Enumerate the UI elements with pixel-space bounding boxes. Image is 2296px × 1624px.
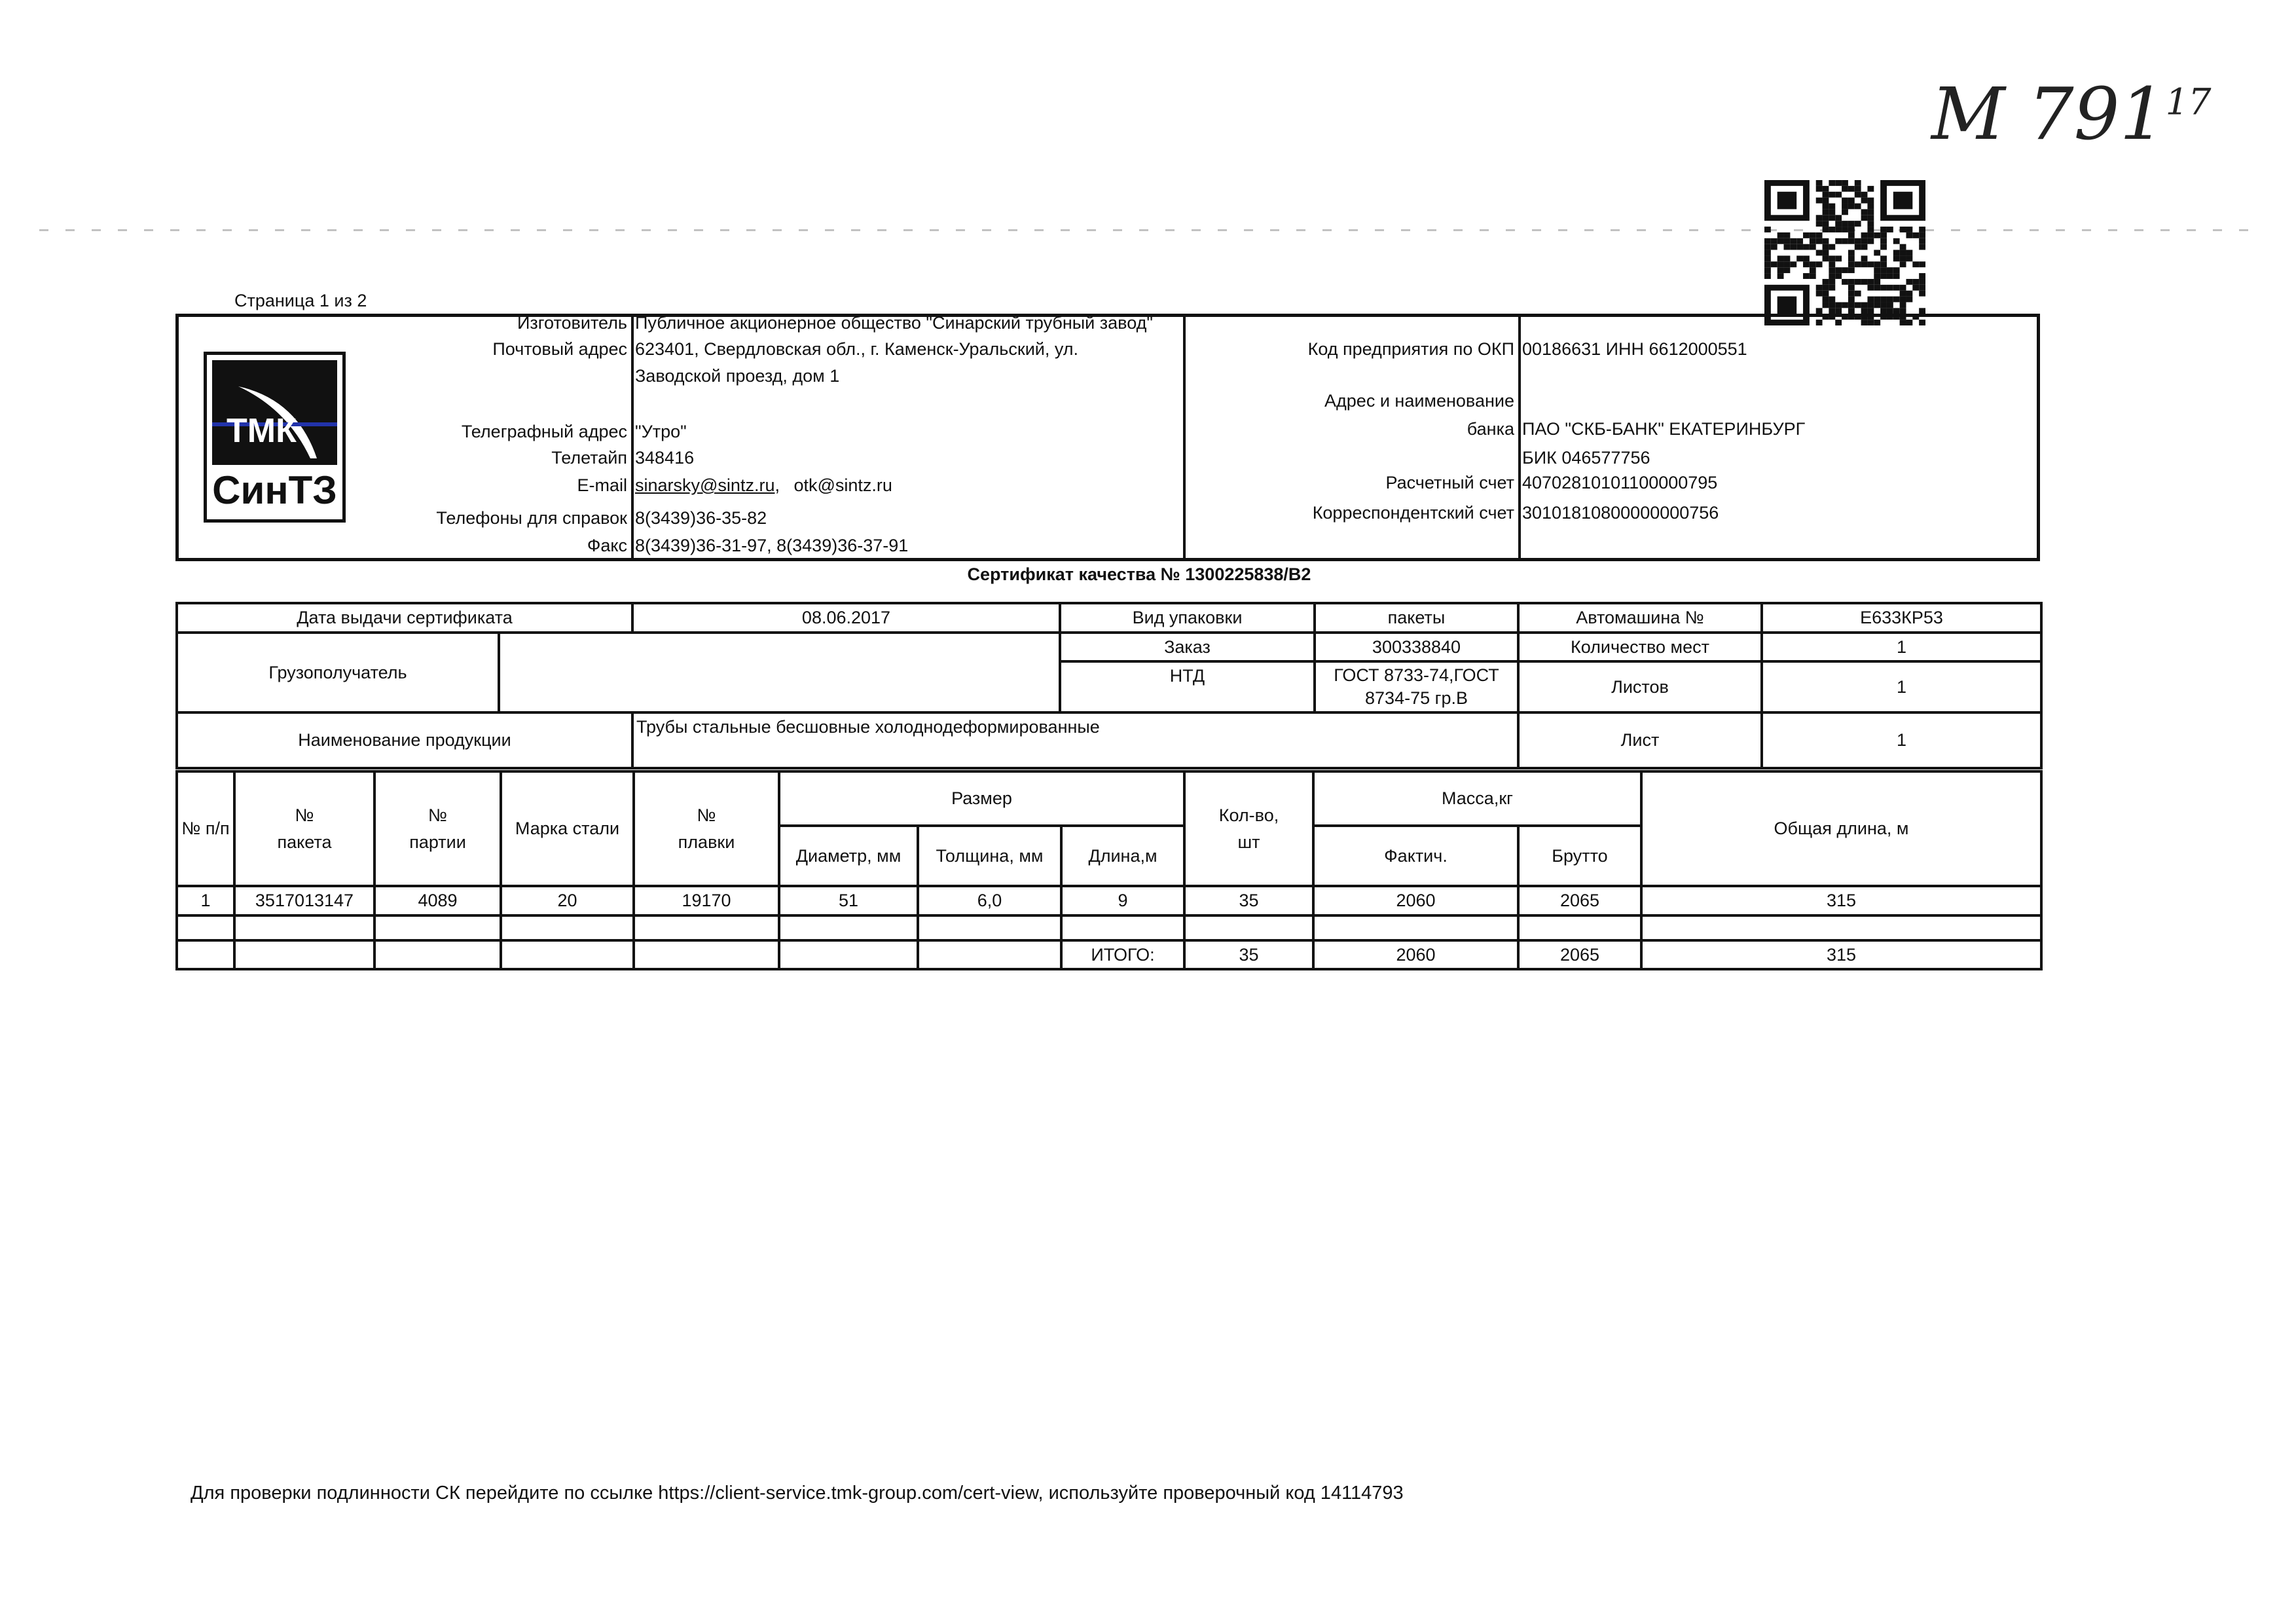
- order: 300338840: [1313, 631, 1520, 663]
- bank-value: 30101810800000000756: [1522, 503, 1719, 523]
- col-melt: № плавки: [632, 770, 780, 887]
- ntd: ГОСТ 8733-74,ГОСТ 8734-75 гр.В: [1313, 660, 1520, 714]
- info-table: Дата выдачи сертификата 08.06.2017 Вид у…: [175, 602, 2043, 769]
- col-total-length: Общая длина, м: [1640, 770, 2043, 887]
- cell-qty: 35: [1183, 885, 1315, 917]
- cell-package: 3517013147: [233, 885, 376, 917]
- page-indicator: Страница 1 из 2: [234, 291, 367, 310]
- ntd-label: НТД: [1059, 660, 1316, 714]
- col-batch: № партии: [373, 770, 502, 887]
- manufacturer-label: Изготовитель: [517, 313, 627, 333]
- consignee-label: Грузополучатель: [175, 631, 500, 714]
- packaging-label: Вид упаковки: [1059, 602, 1316, 634]
- cell-diameter: 51: [778, 885, 919, 917]
- col-steel: Марка стали: [500, 770, 635, 887]
- bank-label: Код предприятия по ОКП: [1307, 339, 1514, 359]
- col-length: Длина,м: [1060, 824, 1186, 887]
- sheets-label: Листов: [1517, 660, 1763, 714]
- cell-length: 9: [1060, 885, 1186, 917]
- bank-value: ПАО "СКБ-БАНК" ЕКАТЕРИНБУРГ: [1522, 419, 1806, 439]
- col-qty: Кол-во, шт: [1183, 770, 1315, 887]
- handwritten-note: М 79117: [1931, 72, 2212, 156]
- cell-melt: 19170: [632, 885, 780, 917]
- manufacturer-label: E-mail: [577, 475, 627, 495]
- bank-value: 40702810101100000795: [1522, 473, 1718, 492]
- product: Трубы стальные бесшовные холоднодеформир…: [631, 711, 1520, 769]
- email-link[interactable]: sinarsky@sintz.ru: [635, 475, 775, 495]
- items-table: № п/п № пакета № партии Марка стали № пл…: [175, 770, 2043, 970]
- vehicle-label: Автомашина №: [1517, 602, 1763, 634]
- cell-batch: 4089: [373, 885, 502, 917]
- col-gross: Брутто: [1517, 824, 1643, 887]
- scan-artifact: [39, 229, 2252, 231]
- col-mass: Масса,кг: [1312, 770, 1643, 827]
- company-logo: ТМК СинТЗ: [204, 352, 346, 523]
- manufacturer-label: Телетайп: [551, 448, 627, 468]
- col-actual: Фактич.: [1312, 824, 1520, 887]
- bank-label: Адрес и наименование: [1324, 391, 1514, 411]
- order-label: Заказ: [1059, 631, 1316, 663]
- manufacturer-label: Почтовый адрес: [492, 339, 627, 359]
- manufacturer-value: 348416: [635, 448, 695, 468]
- table-row: 1 3517013147 4089 20 19170 51 6,0 9 35 2…: [175, 885, 2043, 917]
- sheets: 1: [1760, 660, 2043, 714]
- product-label: Наименование продукции: [175, 711, 634, 769]
- sheet: 1: [1760, 711, 2043, 769]
- manufacturer-label: Телефоны для справок: [436, 508, 627, 528]
- cell-thickness: 6,0: [917, 885, 1063, 917]
- bank-value: БИК 046577756: [1522, 448, 1650, 468]
- packaging: пакеты: [1313, 602, 1520, 634]
- empty-row: [175, 913, 2043, 942]
- total-qty: 35: [1183, 938, 1315, 970]
- total-label: ИТОГО:: [1060, 938, 1186, 970]
- vehicle: Е633КР53: [1760, 602, 2043, 634]
- bank-label: банка: [1467, 419, 1514, 439]
- sheet-label: Лист: [1517, 711, 1763, 769]
- manufacturer-value: sinarsky@sintz.ru, otk@sintz.ru: [635, 475, 892, 495]
- consignee: [498, 631, 1061, 714]
- places-label: Количество мест: [1517, 631, 1763, 663]
- manufacturer-label: Факс: [587, 536, 627, 555]
- total-actual: 2060: [1312, 938, 1520, 970]
- cell-gross: 2065: [1517, 885, 1643, 917]
- issue-date: 08.06.2017: [631, 602, 1061, 634]
- bank-value: 00186631 ИНН 6612000551: [1522, 339, 1747, 359]
- email-link[interactable]: otk@sintz.ru: [793, 475, 892, 495]
- manufacturer-value: 8(3439)36-31-97, 8(3439)36-37-91: [635, 536, 909, 555]
- header-box: [175, 314, 2040, 561]
- cell-num: 1: [175, 885, 236, 917]
- bank-label: Корреспондентский счет: [1312, 503, 1514, 523]
- total-row: ИТОГО: 35 2060 2065 315: [175, 938, 2043, 970]
- total-length: 315: [1640, 938, 2043, 970]
- manufacturer-label: Телеграфный адрес: [461, 422, 627, 441]
- col-size: Размер: [778, 770, 1186, 827]
- issue-date-label: Дата выдачи сертификата: [175, 602, 634, 634]
- total-gross: 2065: [1517, 938, 1643, 970]
- manufacturer-value: Заводской проезд, дом 1: [635, 366, 840, 386]
- qr-code: [1764, 180, 1925, 325]
- manufacturer-value: 623401, Свердловская обл., г. Каменск-Ур…: [635, 339, 1079, 359]
- bank-label: Расчетный счет: [1385, 473, 1514, 492]
- manufacturer-value: "Утро": [635, 422, 687, 441]
- col-package: № пакета: [233, 770, 376, 887]
- certificate-title: Сертификат качества № 1300225838/В2: [967, 564, 1311, 584]
- verification-footer: Для проверки подлинности СК перейдите по…: [191, 1483, 1404, 1504]
- manufacturer-value: Публичное акционерное общество "Синарски…: [635, 313, 1153, 333]
- col-thickness: Толщина, мм: [917, 824, 1063, 887]
- cell-total-length: 315: [1640, 885, 2043, 917]
- manufacturer-value: 8(3439)36-35-82: [635, 508, 767, 528]
- col-num: № п/п: [175, 770, 236, 887]
- places: 1: [1760, 631, 2043, 663]
- cell-actual: 2060: [1312, 885, 1520, 917]
- cell-steel: 20: [500, 885, 635, 917]
- col-diameter: Диаметр, мм: [778, 824, 919, 887]
